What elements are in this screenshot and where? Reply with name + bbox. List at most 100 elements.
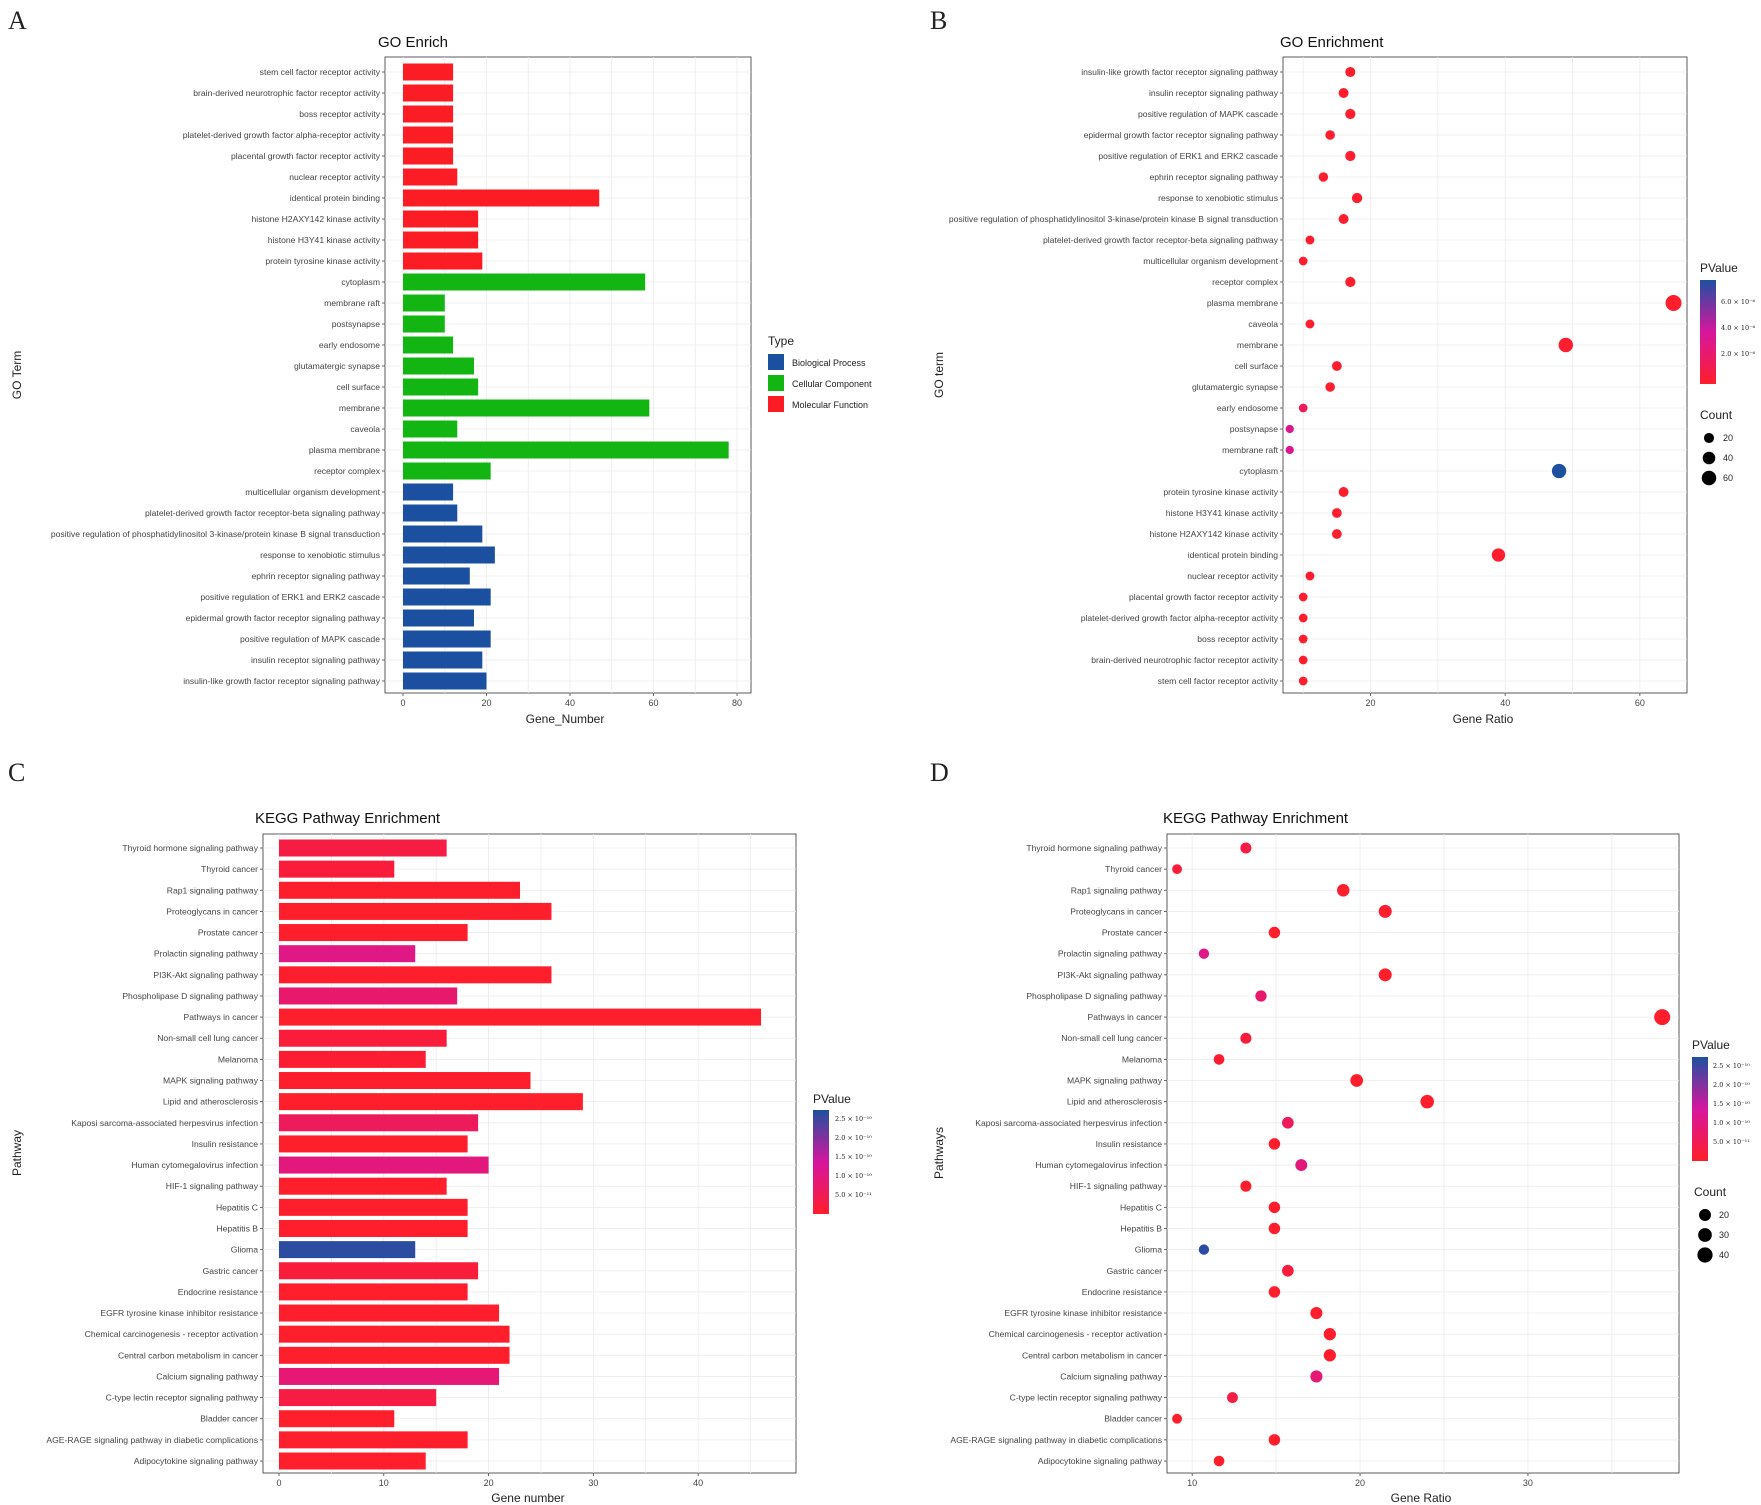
panel-a-bar [403, 420, 458, 438]
panel-c-category-label: Adipocytokine signaling pathway [134, 1456, 259, 1466]
panel-d-category-label: Human cytomegalovirus infection [1035, 1160, 1162, 1170]
panel-d-point [1295, 1159, 1308, 1172]
panel-b-title: GO Enrichment [1280, 34, 1384, 51]
panel-b-count-legend-title: Count [1700, 408, 1733, 422]
panel-b-category-label: platelet-derived growth factor receptor-… [1043, 235, 1279, 245]
panel-c-bar [279, 1410, 395, 1428]
panel-b-category-label: receptor complex [1212, 277, 1279, 287]
panel-d-point [1240, 1180, 1252, 1192]
panel-d-category-label: AGE-RAGE signaling pathway in diabetic c… [950, 1435, 1162, 1445]
panel-b-plot-area [1282, 56, 1688, 694]
panel-b-letter: B [930, 6, 947, 35]
panel-d-count-legend-dot [1699, 1209, 1711, 1221]
panel-a-category-label: histone H3Y41 kinase activity [268, 235, 381, 245]
panel-a-category-label: nuclear receptor activity [289, 172, 380, 182]
panel-a-bar [403, 504, 458, 522]
panel-b-category-label: placental growth factor receptor activit… [1129, 592, 1279, 602]
panel-c-category-label: Glioma [231, 1245, 258, 1255]
panel-d-point [1213, 1054, 1225, 1065]
panel-d-count-legend-label: 30 [1719, 1230, 1729, 1240]
panel-b-point [1285, 445, 1294, 455]
panel-a-category-label: platelet-derived growth factor alpha-rec… [183, 130, 381, 140]
panel-c-category-label: Proteoglycans in cancer [166, 906, 258, 916]
panel-b-category-label: nuclear receptor activity [1187, 571, 1278, 581]
panel-a-bar [403, 63, 454, 81]
panel-b-category-label: protein tyrosine kinase activity [1163, 487, 1278, 497]
panel-d-pvalue-label-4: 1.0 × 10⁻¹⁰ [1713, 1119, 1750, 1127]
panel-a-category-label: insulin receptor signaling pathway [251, 655, 381, 665]
panel-d-size-legend: Count 20 30 40 [1694, 1185, 1729, 1263]
panel-b-category-label: boss receptor activity [1197, 634, 1278, 644]
panel-d-point [1323, 1349, 1336, 1362]
panel-c-y-axis-label: Pathway [10, 1130, 24, 1176]
panel-b-category-label: identical protein binding [1188, 550, 1279, 560]
panel-d-point [1268, 1286, 1281, 1298]
panel-c-bar [279, 924, 468, 942]
panel-b-category-label: cell surface [1235, 361, 1279, 371]
panel-d-category-label: Proteoglycans in cancer [1070, 906, 1162, 916]
panel-b-category-label: brain-derived neurotrophic factor recept… [1091, 655, 1278, 665]
panel-c-bar [279, 1304, 500, 1322]
panel-d-category-label: Adipocytokine signaling pathway [1038, 1456, 1163, 1466]
panel-d-pvalue-label-5: 5.0 × 10⁻¹¹ [1713, 1138, 1750, 1146]
panel-a-category-label: response to xenobiotic stimulus [260, 550, 380, 560]
panel-a-x-tick-label: 20 [481, 698, 491, 708]
panel-a-bar [403, 168, 458, 186]
panel-c-category-label: Lipid and atherosclerosis [163, 1097, 258, 1107]
panel-a-category-label: histone H2AXY142 kinase activity [252, 214, 381, 224]
panel-c-bar [279, 1050, 426, 1068]
panel-a-y-axis-label: GO Term [10, 351, 24, 399]
panel-c-category-label: Human cytomegalovirus infection [131, 1160, 258, 1170]
panel-d-category-label: Kaposi sarcoma-associated herpesvirus in… [975, 1118, 1162, 1128]
panel-c-color-legend: PValue 2.5 × 10⁻¹⁰ 2.0 × 10⁻¹⁰ 1.5 × 10⁻… [813, 1092, 872, 1214]
panel-b-point [1305, 571, 1315, 581]
panel-c-x-tick-label: 30 [588, 1478, 598, 1488]
panel-b-category-label: early endosome [1217, 403, 1278, 413]
panel-c-x-axis-label: Gene number [491, 1491, 564, 1505]
panel-a-category-label: receptor complex [314, 466, 381, 476]
panel-a-category-label: glutamatergic synapse [294, 361, 380, 371]
panel-d-category-label: Glioma [1135, 1245, 1162, 1255]
panel-a-bar [403, 672, 487, 690]
panel-d-point [1213, 1455, 1225, 1467]
panel-c-bar [279, 1241, 416, 1259]
panel-a-bar [403, 357, 474, 375]
panel-b-point [1345, 150, 1356, 162]
panel-b-count-legend-label: 60 [1723, 473, 1733, 483]
panel-a-category-label: protein tyrosine kinase activity [265, 256, 380, 266]
panel-b-point [1285, 424, 1294, 434]
panel-d-category-label: Melanoma [1122, 1054, 1162, 1064]
panel-c-bar [279, 966, 552, 984]
panel-d-point [1227, 1392, 1238, 1404]
panel-d-point [1240, 1032, 1252, 1044]
panel-d-color-legend: PValue 2.5 × 10⁻¹⁰ 2.0 × 10⁻¹⁰ 1.5 × 10⁻… [1692, 1038, 1750, 1161]
panel-c-bar [279, 945, 416, 963]
panel-b-point [1491, 548, 1506, 562]
panel-a-category-label: insulin-like growth factor receptor sign… [183, 676, 381, 686]
panel-d-pvalue-colorbar [1692, 1057, 1708, 1161]
panel-b-category-label: membrane [1237, 340, 1278, 350]
panel-b-pvalue-label-3: 2.0 × 10⁻⁶ [1721, 350, 1756, 358]
panel-d-pvalue-label-3: 1.5 × 10⁻¹⁰ [1713, 1100, 1750, 1108]
panel-b-pvalue-label-2: 4.0 × 10⁻⁶ [1721, 324, 1756, 332]
panel-a-bar [403, 525, 483, 543]
panel-c-category-label: Central carbon metabolism in cancer [118, 1350, 258, 1360]
panel-c-x-tick-label: 10 [379, 1478, 389, 1488]
panel-a-bar [403, 210, 479, 228]
panel-c-bar [279, 1072, 531, 1090]
panel-a-bar [403, 462, 491, 480]
panel-c-bar [279, 1325, 510, 1343]
panel-d-category-label: Calcium signaling pathway [1060, 1371, 1162, 1381]
panel-c-bar [279, 881, 521, 899]
panel-b-category-label: platelet-derived growth factor alpha-rec… [1081, 613, 1279, 623]
panel-c-pvalue-colorbar [813, 1110, 829, 1214]
panel-b-category-label: stem cell factor receptor activity [1158, 676, 1279, 686]
panel-b-point [1325, 130, 1335, 140]
panel-d-category-label: Thyroid hormone signaling pathway [1026, 843, 1162, 853]
panel-a-bar [403, 588, 491, 606]
panel-a-title: GO Enrich [378, 34, 448, 51]
panel-c-bar [279, 1367, 500, 1385]
panel-d-category-label: Insulin resistance [1096, 1139, 1163, 1149]
panel-a-bar [403, 651, 483, 669]
panel-d-title: KEGG Pathway Enrichment [1163, 810, 1349, 827]
